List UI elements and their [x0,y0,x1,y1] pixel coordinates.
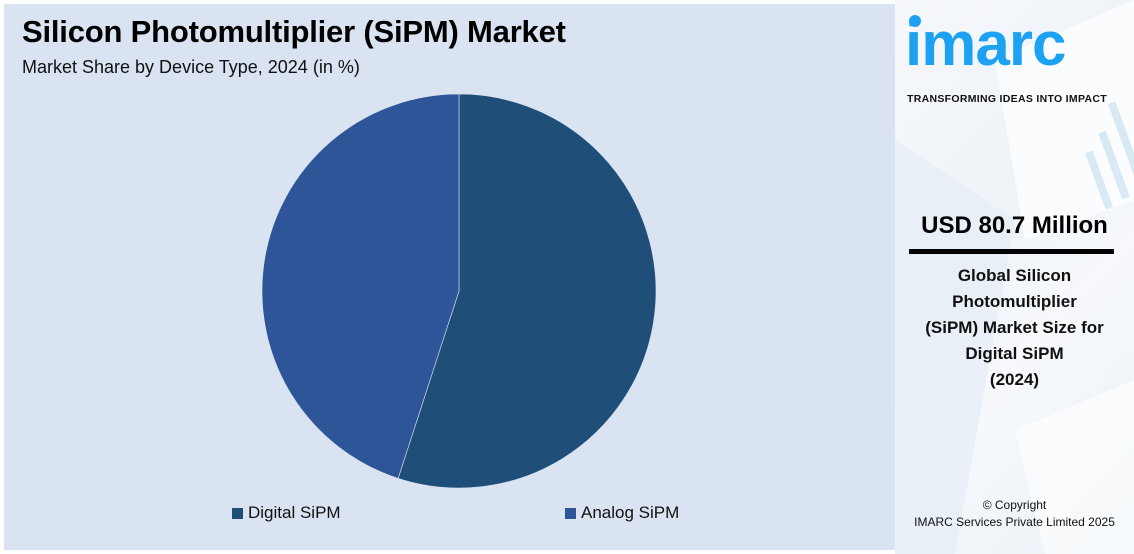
background-decoration [895,0,1134,554]
description-line: Global Silicon [957,266,1072,285]
legend-swatch-icon [565,507,576,519]
divider [909,249,1114,254]
logo-tagline: TRANSFORMING IDEAS INTO IMPACT [907,93,1107,105]
legend-label: Digital SiPM [248,503,341,522]
headline-description: Global Silicon Photomultiplier (SiPM) Ma… [895,263,1134,393]
description-line: Digital SiPM [965,344,1064,363]
legend-label: Analog SiPM [581,503,680,522]
logo-dot [909,15,921,27]
pie-chart [261,93,657,489]
description-line: (2024) [989,370,1040,389]
description-line: (SiPM) Market Size for [925,318,1104,337]
copyright-line: © Copyright [982,498,1047,512]
legend-item-analog: Analog SiPM [565,503,679,523]
info-sidebar: imarc TRANSFORMING IDEAS INTO IMPACT USD… [895,0,1134,554]
copyright-line: IMARC Services Private Limited 2025 [914,515,1115,529]
pie-slices [261,93,657,489]
headline-value: USD 80.7 Million [921,212,1108,239]
imarc-logo: imarc [905,10,1066,79]
copyright: © Copyright IMARC Services Private Limit… [895,497,1134,531]
description-line: Photomultiplier [952,292,1077,311]
legend-item-digital: Digital SiPM [232,503,341,523]
chart-subtitle: Market Share by Device Type, 2024 (in %) [22,57,360,77]
pie-slice-analog-sipm [261,93,460,479]
chart-title: Silicon Photomultiplier (SiPM) Market [22,14,566,49]
legend-swatch-icon [232,507,243,519]
pie-slice-digital-sipm [397,93,657,489]
